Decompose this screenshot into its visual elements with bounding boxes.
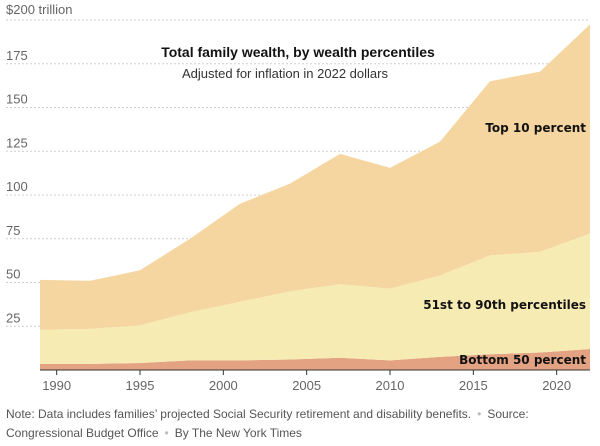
x-tick-label: 2010	[376, 378, 405, 393]
y-tick-label: 100	[6, 179, 28, 194]
area-top-10-percent	[40, 24, 590, 330]
separator-dot: •	[164, 426, 169, 440]
chart: $200 trillion Total family wealth, by we…	[6, 2, 590, 393]
footer-note: Note: Data includes families’ projected …	[6, 407, 472, 421]
x-tick-label: 2005	[292, 378, 321, 393]
axes	[40, 369, 590, 375]
stacked-areas	[40, 24, 590, 370]
y-tick-label: 125	[6, 135, 28, 150]
y-tick-label: 175	[6, 48, 28, 63]
footer-credit: By The New York Times	[174, 426, 302, 440]
series-label-bottom-50-percent: Bottom 50 percent	[459, 353, 586, 367]
x-tick-label: 1995	[126, 378, 155, 393]
footer-source: Source: Congressional Budget Office	[6, 407, 529, 440]
area-bottom-50-percent	[40, 349, 590, 370]
x-tick-label: 2000	[209, 378, 238, 393]
footer: Note: Data includes families’ projected …	[6, 405, 596, 443]
chart-labels: $200 trillion Total family wealth, by we…	[6, 2, 586, 393]
y-tick-label: 75	[6, 223, 20, 238]
y-tick-label: 50	[6, 267, 20, 282]
series-label-51st-to-90th-percentiles: 51st to 90th percentiles	[423, 298, 586, 312]
series-label-top-10-percent: Top 10 percent	[485, 121, 586, 135]
area-51st-to-90th-percentiles	[40, 233, 590, 364]
chart-title: Total family wealth, by wealth percentil…	[161, 44, 435, 60]
x-tick-label: 1990	[42, 378, 71, 393]
x-tick-label: 2015	[459, 378, 488, 393]
y-unit-label: $200 trillion	[6, 2, 73, 17]
separator-dot: •	[477, 407, 482, 421]
x-tick-label: 2020	[542, 378, 571, 393]
y-tick-label: 150	[6, 92, 28, 107]
y-tick-label: 25	[6, 310, 20, 325]
chart-subtitle: Adjusted for inflation in 2022 dollars	[182, 66, 388, 81]
